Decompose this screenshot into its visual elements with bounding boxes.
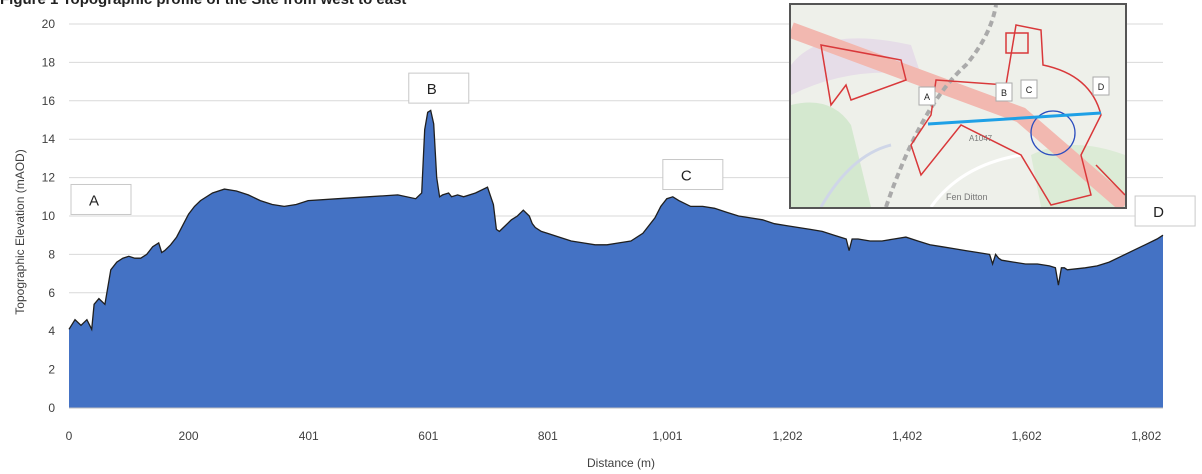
site-location-map: A B C D A1047 Fen Ditton [789,3,1127,209]
elevation-area [69,110,1163,409]
elevation-outline [68,109,1164,332]
map-label-box [995,82,1013,102]
label-text: A [89,192,99,209]
y-tick-label: 20 [42,17,56,31]
label-box [408,72,470,104]
label-text: C [681,168,692,185]
label-text: B [427,81,437,98]
place-label: Fen Ditton [946,192,988,202]
y-axis-label: Topographic Elevation (mAOD) [13,149,27,314]
map-label-box [918,86,936,106]
y-tick-label: 6 [48,286,55,300]
label-text: D [1153,204,1164,221]
y-tick-label: 12 [42,171,56,185]
y-tick-label: 4 [48,324,55,338]
map-label-b: B [1001,88,1007,98]
minor-road [929,153,1022,207]
x-tick-label: 1,602 [1012,429,1042,443]
railway [884,5,998,207]
y-tick-label: 10 [42,209,56,223]
urban-area [791,38,921,95]
label-box [70,183,132,215]
river [819,143,892,207]
site-boundary [820,44,907,107]
site-boundary [910,24,1102,206]
y-tick-labels: 0 2 4 6 8 10 12 14 16 18 20 [42,17,56,415]
x-tick-label: 1,001 [652,429,682,443]
x-tick-label: 1,202 [773,429,803,443]
y-tick-label: 0 [48,401,55,415]
study-circle [1030,110,1076,156]
map-label-c: C [1026,85,1033,95]
map-label-d: D [1098,82,1105,92]
map-label-box [1020,79,1038,99]
figure-title: Figure 1 Topographic profile of the Site… [0,0,600,10]
x-tick-label: 801 [538,429,558,443]
point-label-b: B [408,72,470,104]
y-tick-label: 2 [48,363,55,377]
y-tick-label: 14 [42,132,56,146]
x-tick-label: 1,402 [892,429,922,443]
y-tick-label: 18 [42,55,56,69]
x-tick-label: 601 [418,429,438,443]
point-label-d: D [1134,195,1196,227]
x-axis-label: Distance (m) [587,456,655,470]
map-label-a: A [924,92,930,102]
green-area [791,102,871,207]
road-label: A1047 [969,134,993,143]
site-boundary [1095,164,1125,196]
site-boundary [1005,32,1029,54]
y-tick-label: 16 [42,94,56,108]
map-label-box [1092,76,1110,96]
label-box [662,159,724,191]
label-box [1134,195,1196,227]
y-tick-label: 8 [48,247,55,261]
x-tick-labels: 0 200 401 601 801 1,001 1,202 1,402 1,602 1,802 [66,429,1162,443]
x-tick-label: 401 [299,429,319,443]
x-tick-label: 1,802 [1131,429,1161,443]
x-tick-label: 0 [66,429,73,443]
x-tick-label: 200 [179,429,199,443]
point-label-c: C [662,159,724,191]
profile-line [927,111,1102,126]
map-graphic: A B C D A1047 Fen Ditton [791,5,1125,207]
major-road [791,22,1125,207]
point-labels: A B C D [70,72,1196,227]
point-label-a: A [70,183,132,215]
